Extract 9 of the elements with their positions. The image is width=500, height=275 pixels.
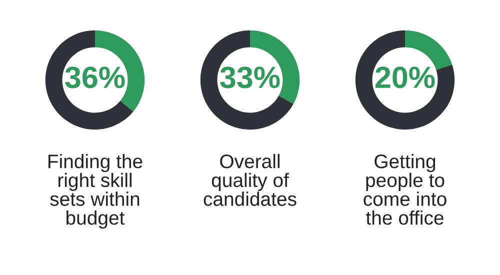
- donut-slice: [200, 30, 294, 130]
- data-label: 20%: [375, 66, 435, 88]
- data-label: 33%: [220, 66, 280, 88]
- data-label: 36%: [65, 66, 125, 88]
- text: Overall quality of candidates: [204, 154, 296, 206]
- text: Getting people to come into the office: [364, 154, 446, 225]
- donut-slice: [355, 30, 455, 130]
- text: Finding the right skill sets within budget: [48, 154, 142, 229]
- donut-slice: [45, 30, 134, 130]
